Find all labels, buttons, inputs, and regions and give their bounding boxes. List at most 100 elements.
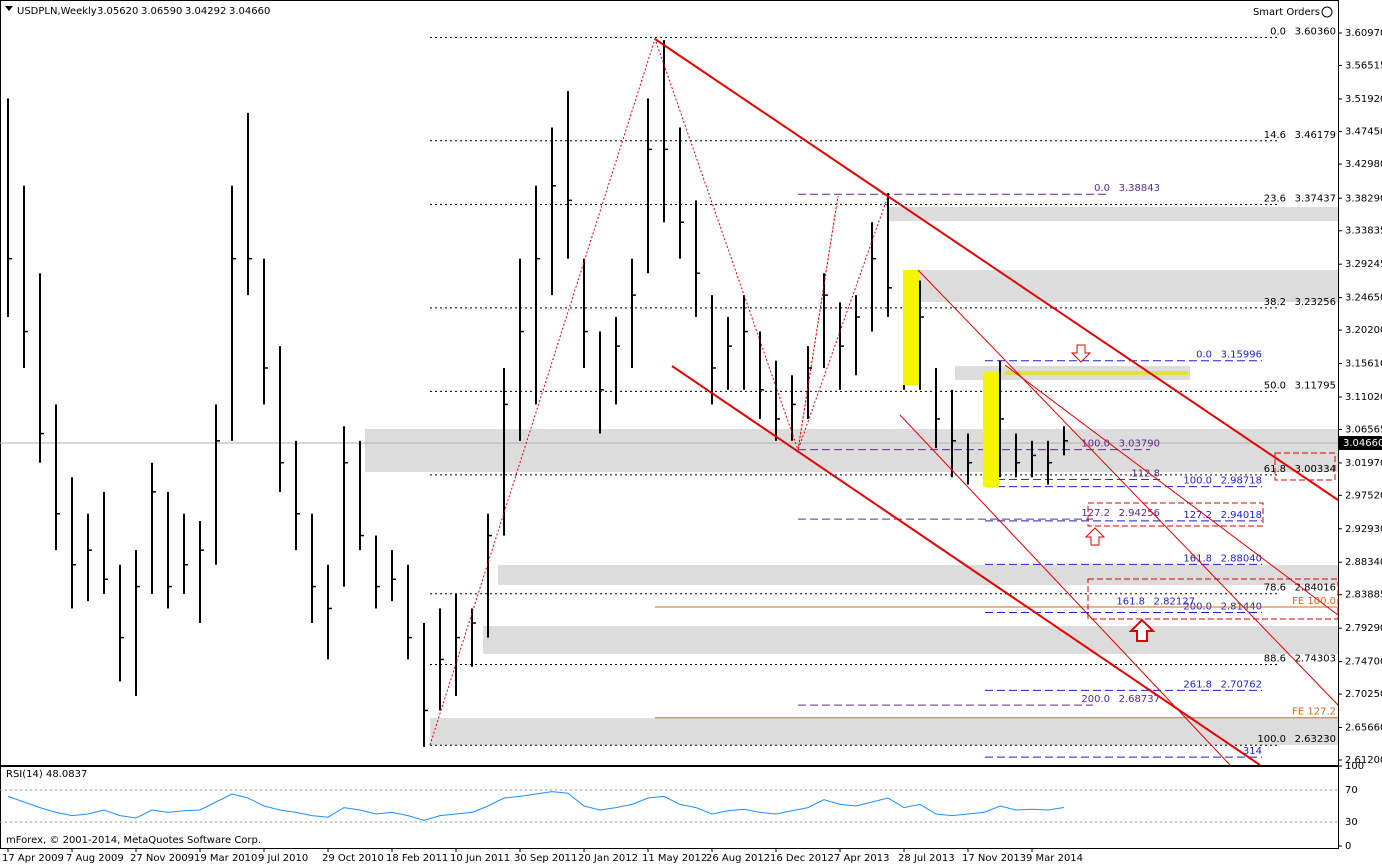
last-price: 3.04660 xyxy=(1343,438,1382,449)
y-tick-label: 2.61200 xyxy=(1345,755,1382,766)
rsi-tick-label: 70 xyxy=(1345,785,1358,796)
buy-arrow xyxy=(1128,618,1156,642)
open: 3.05620 xyxy=(97,6,138,17)
y-tick-label: 3.29245 xyxy=(1345,259,1382,270)
level-ratio: 78.6 xyxy=(1264,583,1286,594)
y-tick-label: 3.42980 xyxy=(1345,159,1382,170)
level-ratio: FE 100.0 xyxy=(1292,596,1336,607)
x-tick-label: 9 Jul 2010 xyxy=(258,853,308,864)
x-tick-label: 26 Aug 2012 xyxy=(706,853,770,864)
rsi-frame xyxy=(0,766,1339,849)
trend-line xyxy=(671,365,1261,766)
level-price: 3.38843 xyxy=(1119,183,1160,194)
x-tick-label: 18 Feb 2011 xyxy=(386,853,448,864)
level-price: 3.11795 xyxy=(1295,380,1336,391)
x-tick-label: 17 Nov 2013 xyxy=(962,853,1026,864)
close: 3.04660 xyxy=(229,6,270,17)
x-tick-label: 11 May 2012 xyxy=(642,853,707,864)
level-ratio: 14.6 xyxy=(1264,130,1286,141)
x-tick-label: 7 Apr 2013 xyxy=(834,853,889,864)
level-price: 2.94256 xyxy=(1119,508,1160,519)
zone xyxy=(498,565,1338,585)
level-price: 2.63230 xyxy=(1295,734,1336,745)
zone xyxy=(888,207,1338,221)
x-tick-label: 19 Mar 2010 xyxy=(194,853,257,864)
y-tick-label: 3.60970 xyxy=(1345,28,1382,39)
y-tick-label: 3.11020 xyxy=(1345,392,1382,403)
level-ratio: 38.2 xyxy=(1264,297,1286,308)
level-ratio: 161.8 xyxy=(1183,553,1212,564)
y-tick-label: 2.97520 xyxy=(1345,490,1382,501)
level-ratio: 127.2 xyxy=(1183,510,1212,521)
level-ratio: 261.8 xyxy=(1183,679,1212,690)
level-price: 3.03790 xyxy=(1119,439,1160,450)
trend-line xyxy=(899,414,1231,766)
level-price: 3.46179 xyxy=(1295,130,1336,141)
level-price: 2.94018 xyxy=(1221,510,1262,521)
low: 3.04292 xyxy=(185,6,226,17)
x-tick-label: 30 Sep 2011 xyxy=(514,853,577,864)
level-ratio: 0.0 xyxy=(1094,183,1110,194)
smart-orders-icon[interactable] xyxy=(1321,6,1333,18)
main-frame xyxy=(0,0,1339,766)
level-ratio: 50.0 xyxy=(1264,380,1286,391)
y-tick-label: 3.15610 xyxy=(1345,359,1382,370)
level-price: 2.88040 xyxy=(1221,553,1262,564)
level-ratio: 100.0 xyxy=(1257,734,1286,745)
level-ratio: 0.0 xyxy=(1196,350,1212,361)
x-tick-label: 29 Oct 2010 xyxy=(322,853,384,864)
zone xyxy=(483,626,1338,654)
y-tick-label: 2.83885 xyxy=(1345,590,1382,601)
zone xyxy=(918,270,1338,302)
x-tick-label: 10 Jun 2011 xyxy=(450,853,510,864)
level-ratio: 88.6 xyxy=(1264,654,1286,665)
order-box xyxy=(1274,452,1336,481)
x-tick-label: 27 Nov 2009 xyxy=(130,853,194,864)
level-ratio: 100.0 xyxy=(1081,439,1110,450)
zone xyxy=(430,718,1338,745)
level-ratio: 127.2 xyxy=(1081,508,1110,519)
level-price: 2.98718 xyxy=(1221,476,1262,487)
level-ratio: 23.6 xyxy=(1264,193,1286,204)
level-ratio: FE 127.2 xyxy=(1292,707,1336,718)
rsi-tick-label: 100 xyxy=(1345,761,1364,772)
x-tick-label: 20 Jan 2012 xyxy=(578,853,638,864)
high: 3.06590 xyxy=(141,6,182,17)
y-tick-label: 2.92930 xyxy=(1345,524,1382,535)
y-tick-label: 3.33835 xyxy=(1345,226,1382,237)
y-tick-label: 3.06565 xyxy=(1345,424,1382,435)
y-tick-label: 3.38290 xyxy=(1345,193,1382,204)
zones xyxy=(365,207,1338,745)
buy-arrow xyxy=(1084,527,1106,546)
x-tick-label: 17 Apr 2009 xyxy=(2,853,64,864)
level-ratio: 200.0 xyxy=(1081,694,1110,705)
x-tick-label: 16 Dec 2012 xyxy=(770,853,834,864)
level-ratio: 112.8 xyxy=(1131,468,1160,479)
rsi-label: RSI(14) 48.0837 xyxy=(6,769,87,780)
level-price: 2.68737 xyxy=(1119,694,1160,705)
y-tick-label: 3.20200 xyxy=(1345,325,1382,336)
last-price-box xyxy=(1339,436,1382,450)
y-tick-label: 3.56515 xyxy=(1345,60,1382,71)
level-ratio: 161.8 xyxy=(1116,597,1145,608)
zigzag xyxy=(429,37,889,746)
rsi-panel: RSI(14) 48.0837 100 70 30 0 xyxy=(0,761,1364,852)
level-price: 2.82127 xyxy=(1154,597,1195,608)
y-tick-label: 2.65660 xyxy=(1345,723,1382,734)
highlight xyxy=(903,270,919,385)
y-tick-label: 2.70250 xyxy=(1345,689,1382,700)
level-price: 3.15996 xyxy=(1221,350,1262,361)
y-tick-label: 3.51920 xyxy=(1345,94,1382,105)
y-tick-label: 2.88340 xyxy=(1345,557,1382,568)
drawings xyxy=(429,37,1339,766)
level-price: 2.84016 xyxy=(1295,583,1336,594)
trend-line xyxy=(654,38,1339,501)
highlight xyxy=(983,372,999,487)
smart-orders[interactable]: Smart Orders xyxy=(1253,7,1320,18)
y-tick-label: 3.01970 xyxy=(1345,458,1382,469)
menu-triangle xyxy=(5,6,13,11)
level-ratio: 314 xyxy=(1243,746,1262,757)
level-ratio: 100.0 xyxy=(1183,476,1212,487)
